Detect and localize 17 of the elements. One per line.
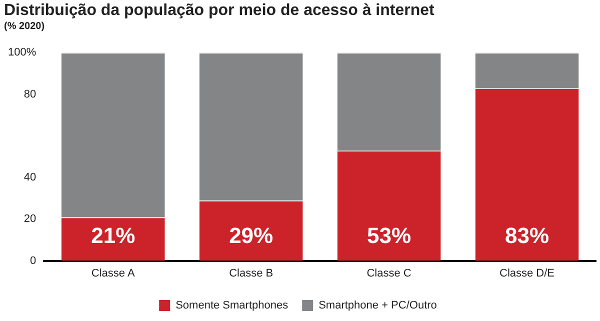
y-tick-label: 80 — [24, 88, 36, 100]
chart-subtitle: (% 2020) — [4, 20, 46, 33]
y-tick-label: 20 — [24, 213, 36, 226]
y-tick-label: 100% — [8, 46, 36, 59]
legend-label: Somente Smartphones — [176, 300, 289, 312]
data-label: 53% — [367, 222, 412, 248]
data-label: 83% — [504, 222, 550, 248]
x-tick-label: Classe C — [366, 267, 412, 280]
legend-label: Smartphone + PC/Outro — [318, 300, 437, 312]
x-tick-label: Classe B — [229, 267, 274, 280]
x-tick-label: Classe A — [91, 267, 136, 280]
x-tick-label: Classe D/E — [500, 267, 555, 280]
data-label: 21% — [91, 222, 136, 248]
y-tick-label: 0 — [30, 254, 36, 267]
chart-title: Distribuição da população por meio de acesso à internet — [4, 2, 436, 20]
y-tick-label: 40 — [24, 172, 36, 184]
data-label: 29% — [229, 222, 274, 248]
